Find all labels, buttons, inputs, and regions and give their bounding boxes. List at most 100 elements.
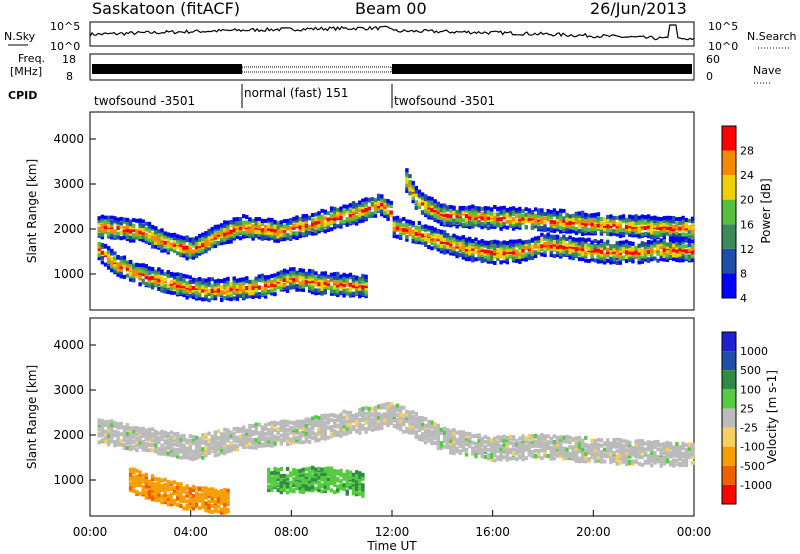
data-cell (157, 492, 161, 497)
data-cell (596, 227, 601, 231)
nave-label: Nave (753, 64, 781, 77)
data-cell (144, 490, 148, 495)
data-cell (427, 438, 431, 443)
data-cell (389, 419, 393, 424)
data-cell (552, 242, 557, 247)
data-cell (141, 477, 145, 482)
data-cell (311, 465, 315, 470)
data-cell (662, 222, 666, 227)
data-cell (301, 284, 305, 289)
data-cell (97, 426, 101, 431)
data-cell (584, 212, 588, 217)
data-cell (207, 228, 211, 233)
data-cell (204, 249, 208, 254)
data-cell (351, 413, 356, 418)
colorbar-tick-label: 8 (740, 267, 747, 280)
data-cell (587, 246, 591, 251)
data-cell (609, 228, 613, 233)
data-cell (496, 217, 500, 221)
data-cell (207, 509, 211, 514)
data-cell (329, 425, 334, 429)
data-cell (317, 415, 321, 420)
data-cell (329, 285, 334, 290)
data-cell (612, 222, 616, 227)
data-cell (474, 220, 478, 225)
data-cell (546, 237, 550, 242)
data-cell (251, 295, 255, 299)
data-cell (436, 423, 440, 428)
data-cell (581, 442, 585, 447)
data-cell (631, 259, 635, 264)
data-cell (361, 280, 365, 285)
colorbar-swatch (722, 370, 736, 390)
data-cell (351, 482, 356, 487)
data-cell (373, 405, 378, 410)
data-cell (527, 242, 531, 247)
data-cell (449, 204, 453, 209)
data-cell (537, 208, 541, 213)
data-cell (235, 429, 240, 434)
data-cell (210, 499, 214, 504)
data-cell (502, 450, 506, 455)
data-cell (188, 293, 192, 298)
data-cell (320, 214, 324, 219)
data-cell (103, 225, 108, 230)
data-cell (226, 282, 230, 287)
data-cell (304, 274, 309, 279)
data-cell (687, 247, 692, 252)
data-cell (279, 480, 283, 485)
data-cell (135, 468, 139, 473)
data-cell (389, 417, 393, 422)
colorbar-frame (721, 125, 737, 299)
data-cell (292, 277, 296, 282)
data-cell (285, 432, 290, 437)
data-cell (687, 454, 692, 459)
data-cell (681, 454, 685, 459)
data-cell (232, 217, 236, 222)
data-cell (515, 222, 519, 227)
data-cell (263, 280, 268, 285)
data-cell (518, 238, 522, 243)
data-cell (480, 248, 484, 252)
data-cell (624, 462, 629, 467)
data-cell (486, 255, 491, 260)
data-cell (342, 415, 346, 420)
data-cell (301, 440, 305, 445)
data-cell (223, 427, 227, 432)
data-cell (518, 448, 522, 453)
data-cell (144, 221, 148, 226)
data-cell (355, 412, 359, 417)
data-cell (402, 421, 406, 426)
data-cell (132, 432, 136, 437)
data-cell (273, 423, 277, 427)
data-cell (276, 421, 280, 426)
data-cell (446, 445, 450, 450)
data-cell (634, 220, 638, 225)
data-cell (257, 220, 261, 225)
data-cell (546, 209, 550, 213)
data-cell (329, 469, 334, 474)
data-cell (216, 446, 221, 451)
data-cell (650, 247, 654, 252)
data-cell (298, 281, 302, 286)
data-cell (389, 204, 393, 208)
data-cell (615, 442, 619, 446)
data-cell (172, 480, 177, 485)
data-cell (452, 448, 456, 453)
data-cell (304, 223, 309, 228)
data-cell (172, 486, 177, 491)
data-cell (675, 458, 679, 463)
data-cell (515, 251, 519, 256)
data-cell (273, 420, 277, 425)
data-cell (609, 244, 613, 249)
data-cell (116, 266, 120, 271)
data-cell (333, 413, 337, 418)
data-cell (144, 479, 148, 484)
data-cell (323, 436, 327, 441)
data-cell (417, 229, 422, 234)
data-cell (640, 248, 644, 253)
nave-tick-top: 60 (706, 53, 720, 66)
data-cell (163, 430, 167, 435)
data-cell (455, 430, 459, 435)
data-cell (314, 415, 318, 420)
